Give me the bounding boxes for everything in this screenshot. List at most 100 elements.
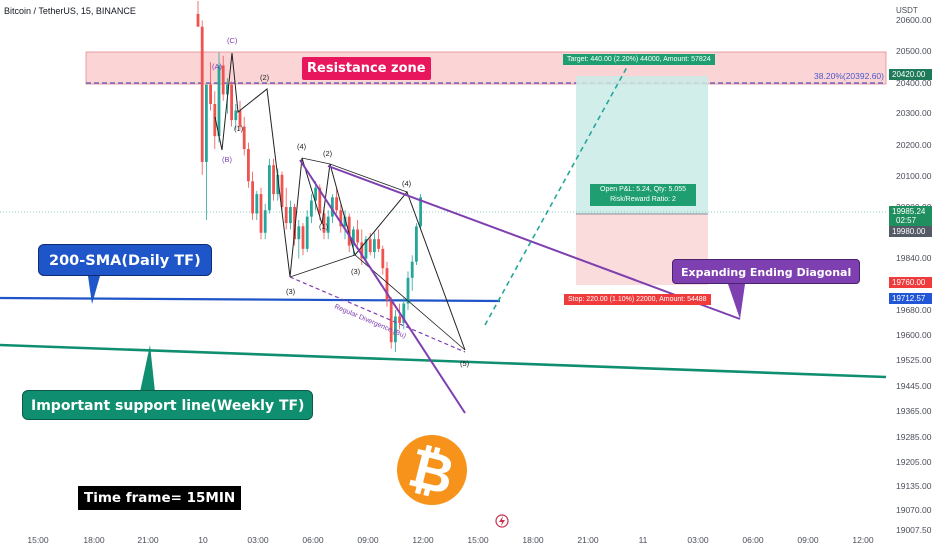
price-label-countdown: 02:57 [896, 216, 917, 225]
candle-body [234, 110, 238, 121]
candle-body [398, 316, 401, 323]
x-tick-label: 15:00 [27, 535, 49, 545]
price-axis[interactable]: 20600.00 20500.00 20400.00 20300.00 20200.00… [896, 15, 932, 535]
candle-body [318, 187, 322, 214]
wave-label-1: (1) [234, 124, 244, 133]
candle-body [301, 226, 305, 249]
wave-label-c: (C) [227, 36, 238, 45]
candle-body [310, 200, 313, 217]
x-tick-label: 09:00 [357, 535, 379, 545]
candle-body [289, 207, 292, 224]
resistance-zone [85, 51, 887, 85]
candle-body [251, 181, 254, 214]
wave-label-2: (2) [260, 73, 270, 82]
stop-label: Stop: 220.00 (1.10%) 22000, Amount: 5448… [564, 294, 711, 305]
x-tick-label: 03:00 [687, 535, 709, 545]
candle-body [356, 229, 359, 243]
candle-body [226, 84, 229, 95]
candle-body [314, 187, 317, 201]
y-tick-label: 19840.00 [896, 253, 932, 263]
price-label-bg [889, 206, 932, 226]
candle-body [335, 197, 338, 211]
candle-body [381, 248, 385, 269]
x-tick-label: 06:00 [302, 535, 324, 545]
candles [196, 1, 422, 352]
y-tick-label: 20500.00 [896, 46, 932, 56]
sma-line [0, 296, 501, 303]
candle-body [205, 84, 208, 162]
price-label: 19980.00 [892, 227, 926, 236]
y-tick-label: 20400.00 [896, 78, 932, 88]
time-axis[interactable]: 15:00 18:00 21:00 10 03:00 06:00 09:00 12:00 15:… [27, 535, 874, 545]
candle-body [200, 26, 204, 162]
currency-label: USDT [896, 6, 918, 15]
x-tick-label: 18:00 [522, 535, 544, 545]
timeframe-callout: Time frame= 15MIN [78, 486, 242, 510]
rr-text: Risk/Reward Ratio: 2 [610, 196, 676, 203]
wave-label-3b: (3) [351, 267, 361, 276]
x-tick-label: 03:00 [247, 535, 269, 545]
y-tick-label: 20200.00 [896, 140, 932, 150]
price-label-bg [889, 226, 932, 237]
x-tick-label: 09:00 [797, 535, 819, 545]
support-callout: Important support line(Weekly TF) [22, 390, 314, 420]
wave-path [214, 52, 466, 351]
sma-callout: 200-SMA(Daily TF) [38, 244, 212, 276]
candle-body [364, 239, 368, 259]
price-label-bg [889, 69, 932, 80]
y-tick-label: 19600.00 [896, 330, 932, 340]
wave-label-3a: (3) [286, 287, 296, 296]
candle-body [343, 216, 347, 227]
candle-body [272, 165, 275, 195]
candle-body [276, 174, 280, 195]
y-tick-label: 20600.00 [896, 15, 932, 25]
candle-body [331, 197, 334, 217]
candle-body [410, 261, 414, 278]
candle-body [217, 65, 221, 137]
wave-label-4b: (4) [402, 179, 412, 188]
fib-label: 38.20%(20392.60) [814, 71, 884, 81]
wave-label-a: (A) [212, 62, 223, 71]
price-label: 20420.00 [892, 70, 926, 79]
lightning-icon[interactable] [495, 514, 509, 528]
x-tick-label: 06:00 [742, 535, 764, 545]
candle-body [284, 207, 288, 224]
x-tick-label: 12:00 [852, 535, 874, 545]
candle-body [238, 110, 242, 127]
pnl-label: Open P&L: 5.24, Qty: 5.055 Risk/Reward R… [590, 184, 696, 206]
lightning-bolt [499, 516, 505, 526]
y-tick-label: 20100.00 [896, 171, 932, 181]
x-tick-label: 15:00 [467, 535, 489, 545]
candle-body [305, 216, 309, 249]
y-tick-label: 20300.00 [896, 108, 932, 118]
candle-body [389, 300, 393, 343]
candle-body [402, 303, 406, 323]
candle-body [385, 268, 389, 301]
bitcoin-icon [397, 435, 467, 505]
price-label: 19712.57 [892, 294, 926, 303]
candle-body [259, 194, 263, 233]
candle-body [263, 210, 267, 233]
wave-label-5: (5) [460, 359, 470, 368]
candle-body [368, 239, 372, 253]
diagonal-callout-pointer [728, 284, 745, 319]
y-tick-label: 19070.00 [896, 505, 932, 515]
candle-body [293, 207, 296, 240]
y-tick-label: 19525.00 [896, 355, 932, 365]
projection-line [484, 57, 633, 326]
candle-body [242, 126, 246, 150]
x-tick-label: 10 [198, 535, 208, 545]
x-tick-label: 21:00 [577, 535, 599, 545]
symbol-title[interactable]: Bitcoin / TetherUS, 15, BINANCE [4, 6, 136, 16]
x-tick-label: 18:00 [83, 535, 105, 545]
target-label: Target: 440.00 (2.20%) 44000, Amount: 57… [563, 54, 715, 65]
candle-body [322, 213, 326, 233]
resistance-callout: Resistance zone [302, 57, 431, 80]
candle-body [213, 104, 217, 137]
sma-callout-pointer [88, 276, 100, 304]
candle-body [360, 242, 364, 259]
candle-body [209, 84, 212, 104]
candle-body [196, 13, 200, 27]
